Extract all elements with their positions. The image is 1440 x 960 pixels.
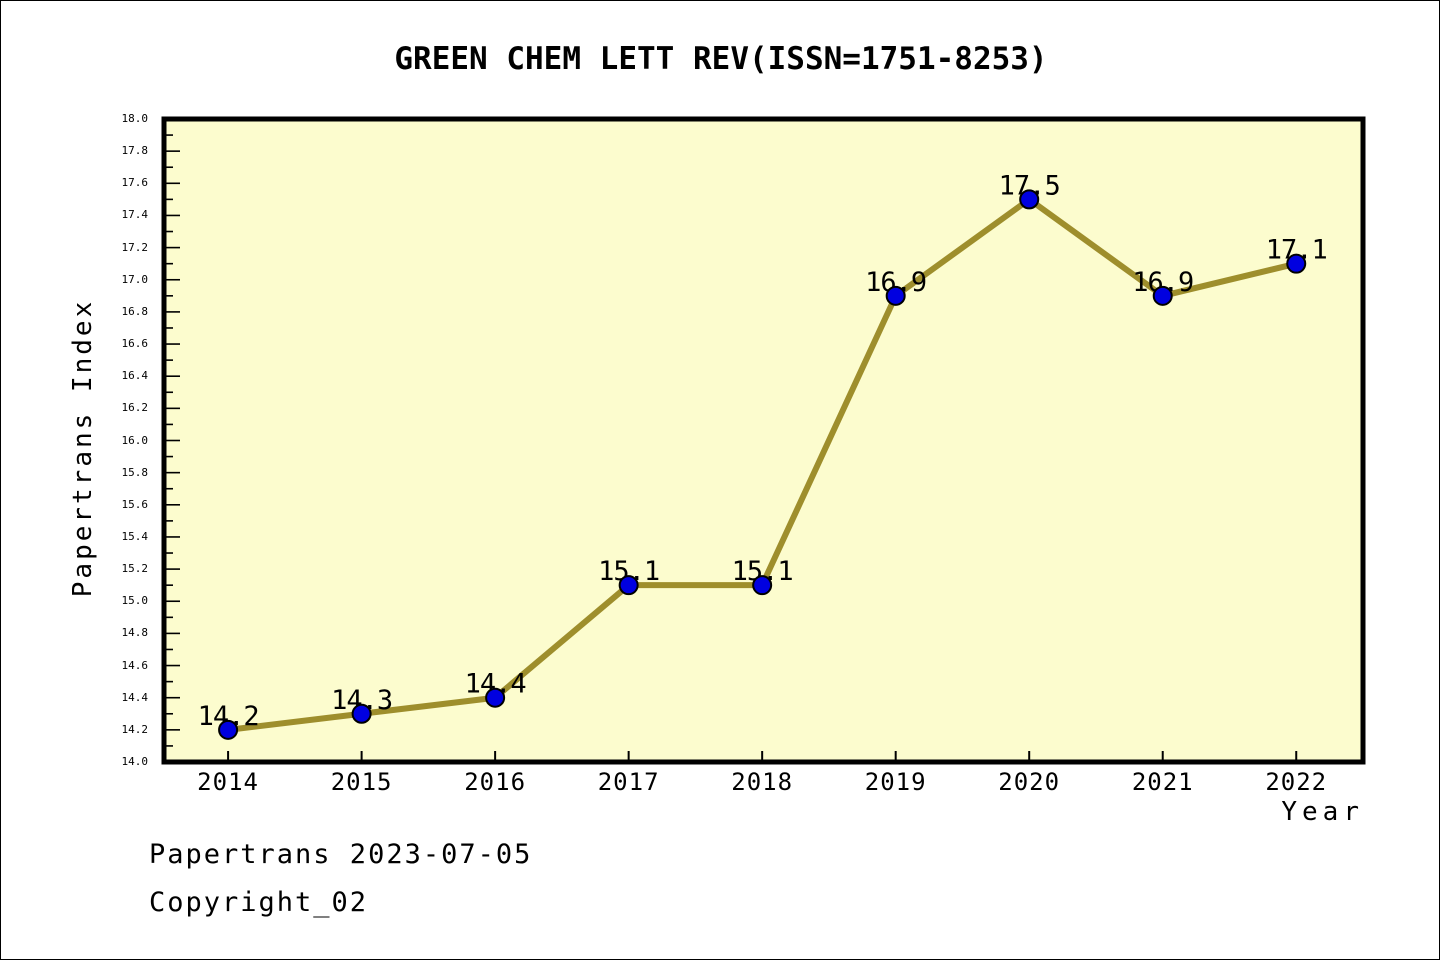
x-axis-title: Year	[1281, 797, 1364, 827]
footer-copyright: Copyright_02	[149, 887, 369, 918]
data-point-marker	[752, 575, 773, 596]
y-tick-label: 15.6	[121, 497, 149, 511]
y-tick-label: 17.4	[121, 208, 149, 222]
y-tick-label: 16.0	[121, 433, 149, 447]
x-tick-label: 2021	[1131, 768, 1194, 796]
data-point-marker	[1152, 285, 1173, 306]
x-tick-label: 2019	[864, 768, 927, 796]
y-tick-label: 16.2	[121, 401, 149, 415]
y-tick-label: 16.6	[121, 337, 149, 351]
y-tick-label: 17.2	[121, 240, 149, 254]
y-tick-label: 14.0	[121, 755, 149, 768]
y-tick-label: 14.2	[121, 722, 149, 736]
y-tick-label: 15.0	[121, 594, 149, 608]
x-tick-label: 2018	[731, 768, 794, 796]
data-point-marker	[1019, 189, 1040, 210]
x-tick-label: 2016	[464, 768, 527, 796]
x-tick-label: 2020	[998, 768, 1061, 796]
y-tick-label: 17.8	[121, 144, 149, 158]
y-tick-label: 15.2	[121, 562, 149, 576]
x-tick-label: 2015	[330, 768, 393, 796]
y-tick-label: 16.4	[121, 369, 149, 383]
y-tick-label: 15.8	[121, 465, 149, 479]
footer-source-date: Papertrans 2023-07-05	[149, 839, 533, 870]
page-title: GREEN CHEM LETT REV(ISSN=1751-8253)	[394, 41, 1048, 77]
y-tick-label: 18.0	[121, 112, 149, 125]
y-tick-label: 14.8	[121, 626, 149, 640]
y-tick-label: 14.6	[121, 658, 149, 672]
data-point-marker	[485, 687, 506, 708]
y-tick-label: 16.8	[121, 304, 149, 318]
data-point-marker	[885, 285, 906, 306]
y-tick-label: 17.6	[121, 176, 149, 190]
y-tick-label: 17.0	[121, 272, 149, 286]
plot-area: 14.214.314.415.1 15.116.917.516.917.1	[161, 116, 1366, 765]
data-point-marker	[618, 575, 639, 596]
x-tick-label: 2022	[1265, 768, 1328, 796]
y-tick-label: 15.4	[121, 529, 149, 543]
y-tick-label: 14.4	[121, 690, 149, 704]
data-point-marker	[1286, 253, 1307, 274]
plot-background	[161, 116, 1366, 765]
data-point-marker	[218, 719, 239, 740]
data-point-marker	[351, 703, 372, 724]
x-tick-label: 2014	[197, 768, 259, 796]
x-tick-label: 2017	[597, 768, 660, 796]
